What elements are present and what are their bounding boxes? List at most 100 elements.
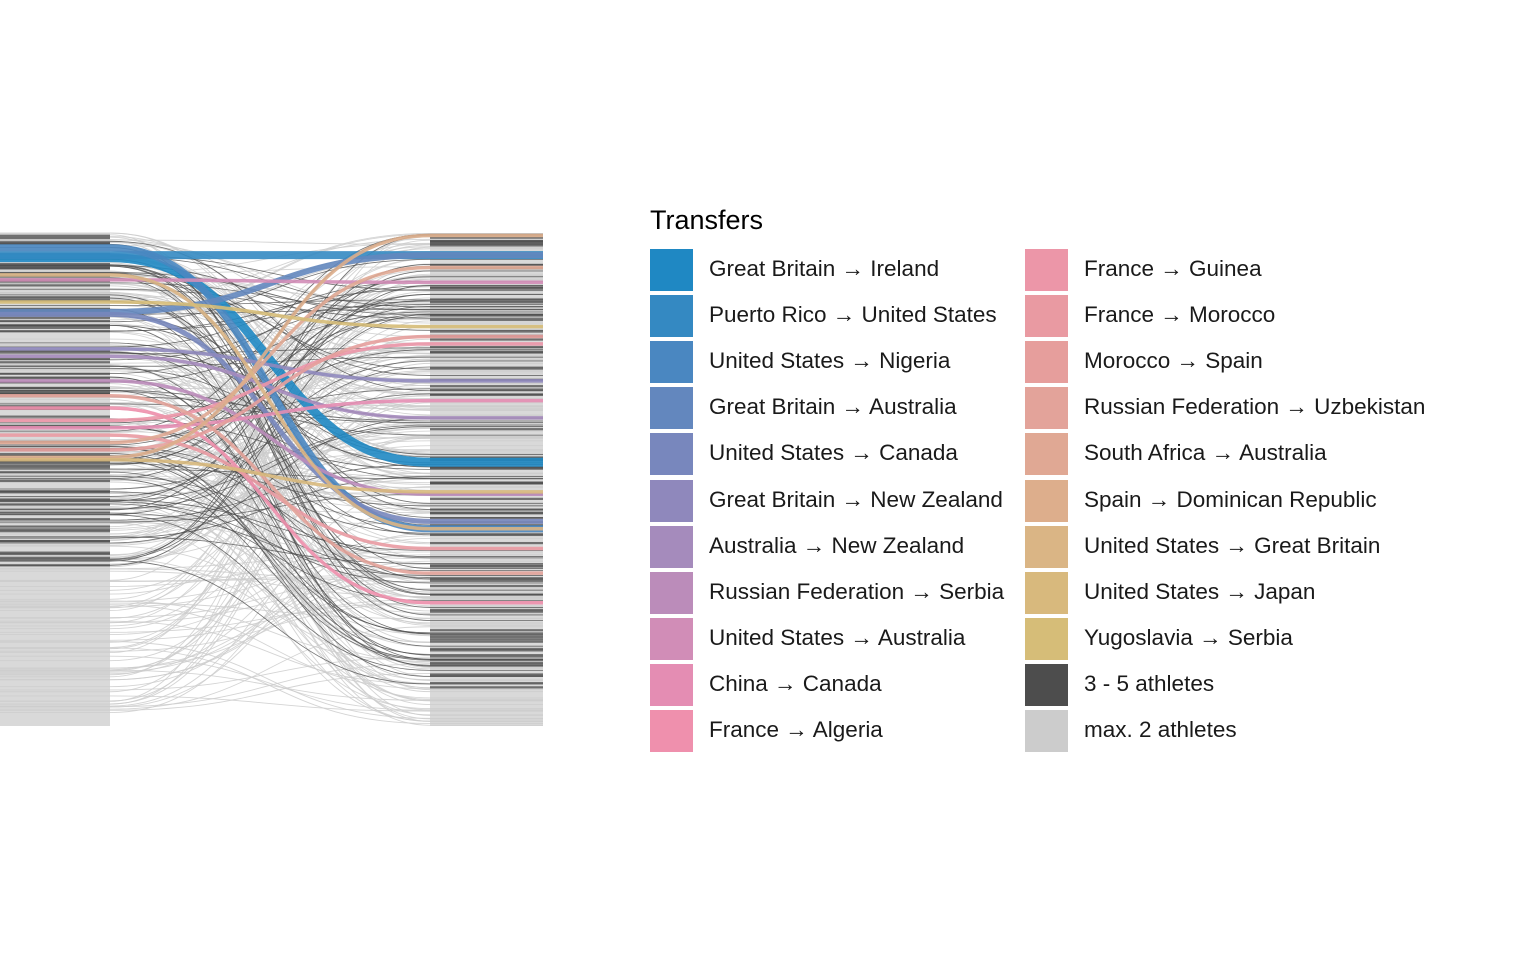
legend-label: United States → Canada bbox=[709, 440, 958, 466]
flow-minor bbox=[0, 421, 543, 624]
flow-medium bbox=[0, 499, 543, 551]
legend-item: max. 2 athletes bbox=[1025, 710, 1405, 752]
legend-swatch bbox=[1025, 341, 1068, 384]
stratum-stripe bbox=[0, 298, 110, 301]
flow-minor bbox=[0, 278, 543, 649]
flow-medium bbox=[0, 390, 543, 479]
legend-item: United States → Australia bbox=[650, 617, 1030, 660]
stratum-stripe bbox=[430, 314, 543, 317]
flow-6 bbox=[0, 354, 543, 420]
flow-medium bbox=[0, 514, 543, 671]
legend-swatch bbox=[1025, 387, 1068, 430]
stratum-stripe bbox=[430, 673, 543, 676]
legend-item: Great Britain → Ireland bbox=[650, 249, 1030, 291]
legend-label: Great Britain → Ireland bbox=[709, 256, 940, 281]
stratum-stripe bbox=[430, 633, 543, 636]
flow-minor bbox=[0, 475, 543, 595]
stratum-stripe bbox=[430, 263, 543, 267]
stratum-stripe bbox=[430, 301, 543, 304]
flow-medium bbox=[0, 285, 543, 566]
flow-9 bbox=[0, 398, 543, 430]
stratum-stripe bbox=[430, 366, 543, 370]
stratum-stripe bbox=[0, 424, 110, 427]
legend-swatch bbox=[650, 571, 693, 614]
flow-minor bbox=[0, 347, 543, 599]
stratum-stripe bbox=[430, 385, 543, 388]
stratum-stripe bbox=[430, 236, 543, 239]
flow-medium bbox=[0, 347, 543, 355]
flow-minor bbox=[0, 400, 543, 627]
flow-medium bbox=[0, 468, 543, 480]
flow-medium bbox=[0, 282, 543, 311]
stratum-stripe bbox=[430, 610, 543, 613]
stratum-stripe bbox=[0, 372, 110, 375]
stratum-stripe bbox=[430, 511, 543, 514]
stratum-stripe bbox=[0, 267, 110, 270]
flow-medium bbox=[0, 304, 543, 332]
flow-medium bbox=[0, 293, 543, 466]
stratum-stripe bbox=[430, 649, 543, 652]
stratum-stripe bbox=[430, 647, 543, 651]
stratum-stripe bbox=[0, 234, 110, 237]
legend-item: France → Morocco bbox=[1025, 295, 1405, 338]
flow-medium bbox=[0, 536, 543, 564]
stratum-stripe bbox=[430, 318, 543, 321]
legend-label: Spain → Dominican Republic bbox=[1084, 486, 1377, 512]
stratum-stripe bbox=[0, 540, 110, 543]
flow-minor bbox=[0, 573, 543, 681]
flow-medium bbox=[0, 285, 543, 374]
stratum-stripe bbox=[0, 390, 110, 393]
stratum-stripe bbox=[0, 498, 110, 501]
stratum-stripe bbox=[0, 453, 110, 457]
legend-label: 3 - 5 athletes bbox=[1084, 670, 1215, 696]
legend-swatch bbox=[650, 387, 693, 430]
flow-minor bbox=[0, 236, 543, 411]
legend: Transfers Great Britain → Ireland Puerto … bbox=[650, 200, 1510, 760]
stratum-stripe bbox=[430, 658, 543, 661]
legend-label: Morocco → Spain bbox=[1084, 348, 1263, 374]
flow-minor bbox=[0, 604, 543, 690]
flow-5 bbox=[0, 347, 543, 383]
legend-item: Puerto Rico → United States bbox=[650, 295, 1030, 338]
stratum-stripe bbox=[0, 405, 110, 408]
stratum-stripe bbox=[0, 326, 110, 329]
flow-minor bbox=[0, 430, 543, 485]
flow-medium bbox=[0, 299, 543, 307]
stratum-stripe bbox=[0, 377, 110, 380]
flow-minor bbox=[0, 239, 543, 355]
stratum-stripe bbox=[430, 240, 543, 243]
flow-minor bbox=[0, 641, 543, 719]
stratum-stripe bbox=[0, 552, 110, 556]
stratum-stripe bbox=[0, 415, 110, 418]
legend-swatch bbox=[1025, 617, 1068, 660]
legend-swatch bbox=[1025, 525, 1068, 568]
stratum-stripe bbox=[0, 479, 110, 483]
stratum-stripe bbox=[430, 674, 543, 677]
flow-medium bbox=[0, 478, 543, 661]
legend-item: United States → Great Britain bbox=[1025, 525, 1405, 568]
flow-4 bbox=[0, 311, 543, 524]
stratum-stripe bbox=[430, 635, 543, 639]
named-flows-group bbox=[0, 233, 543, 605]
flow-minor bbox=[0, 258, 543, 477]
stratum-stripe bbox=[0, 387, 110, 390]
legend-label: Puerto Rico → United States bbox=[709, 302, 997, 328]
flow-minor bbox=[0, 275, 543, 338]
legend-label: max. 2 athletes bbox=[1084, 717, 1237, 742]
flow-medium bbox=[0, 425, 543, 579]
flow-minor bbox=[0, 399, 543, 693]
flow-17 bbox=[0, 273, 543, 531]
legend-label: Great Britain → New Zealand bbox=[709, 486, 1003, 512]
stratum-stripe bbox=[0, 361, 110, 364]
flow-minor bbox=[0, 554, 543, 608]
stratum-stripe bbox=[430, 655, 543, 658]
flow-19 bbox=[0, 300, 543, 329]
flow-minor bbox=[0, 560, 543, 669]
stratum-stripe bbox=[0, 324, 110, 327]
stratum-stripe bbox=[430, 629, 543, 632]
flow-minor bbox=[0, 246, 543, 654]
legend-swatch bbox=[650, 249, 693, 291]
legend-item: United States → Canada bbox=[650, 433, 1030, 476]
flow-10 bbox=[0, 406, 543, 605]
stratum-stripe bbox=[430, 241, 543, 244]
